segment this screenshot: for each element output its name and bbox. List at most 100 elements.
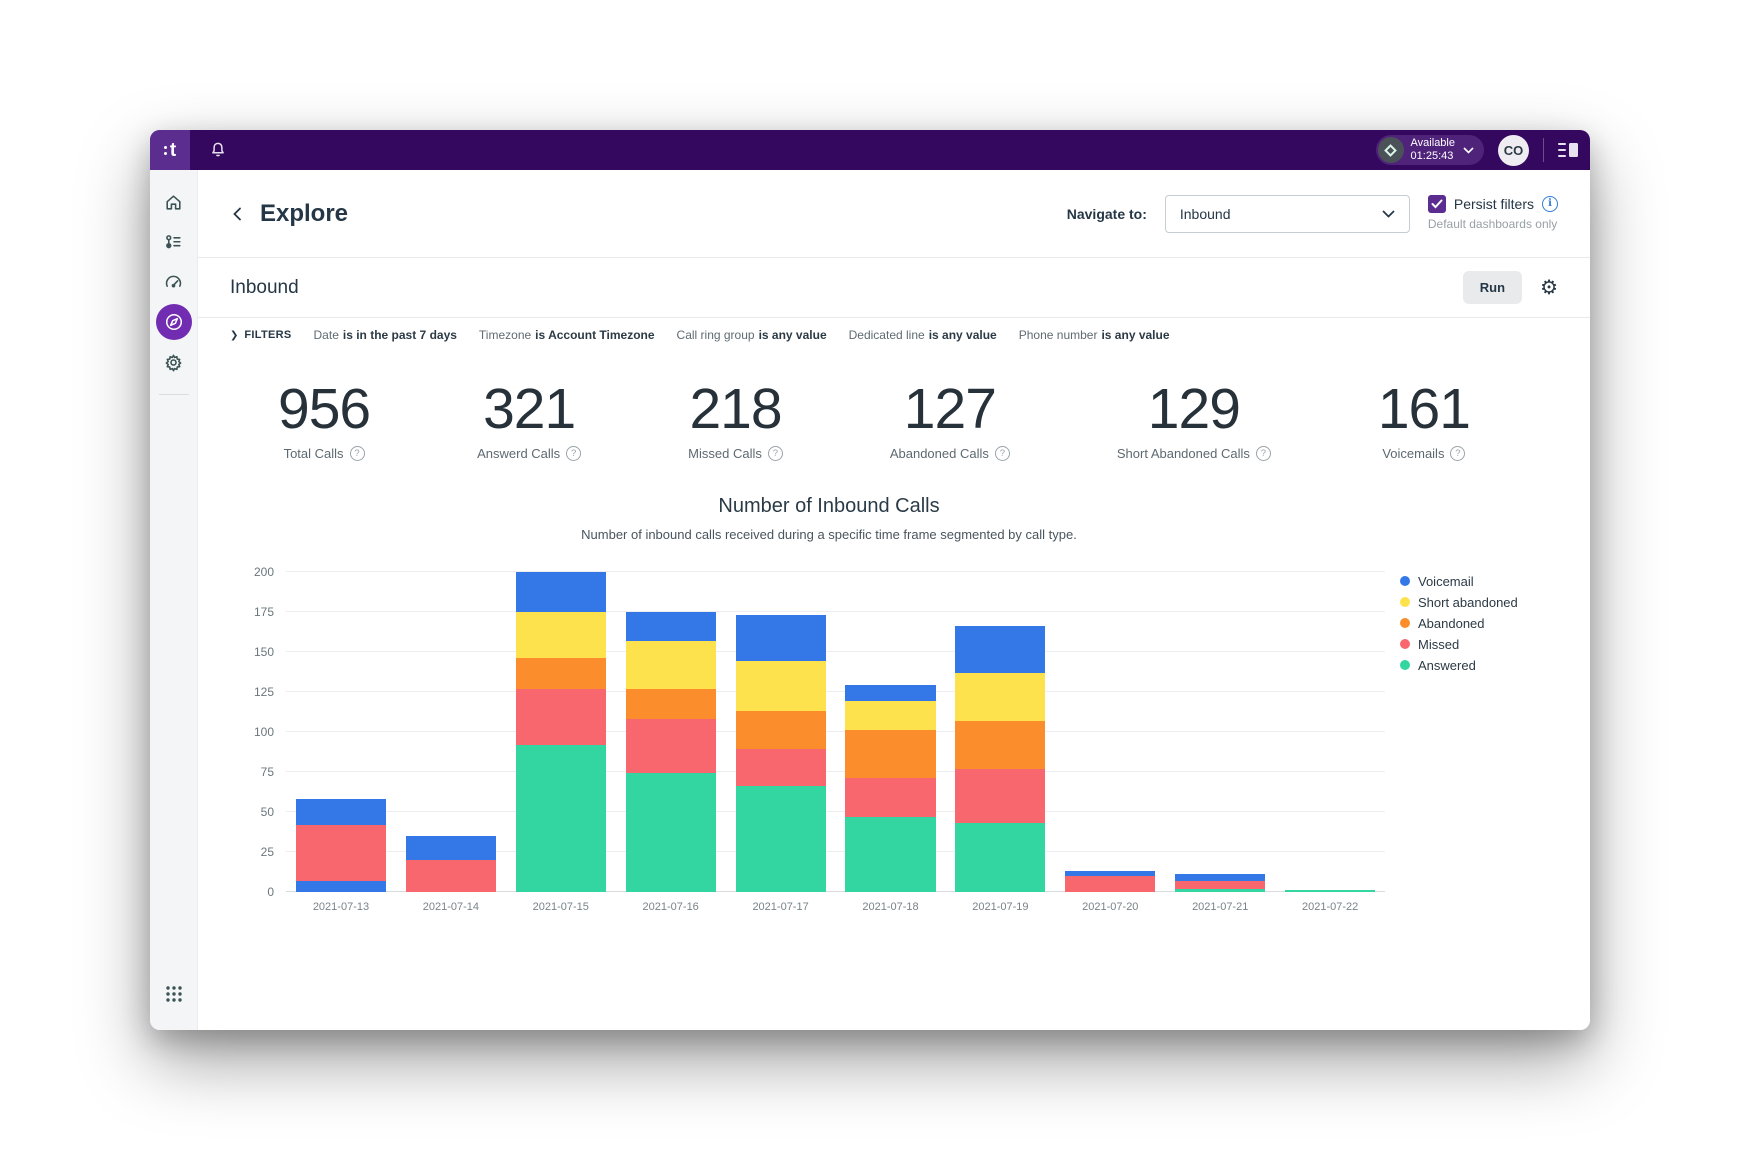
back-button[interactable] [230,205,246,223]
bar-2021-07-13[interactable] [295,799,386,892]
voicemail-segment[interactable] [295,880,386,892]
answered-segment[interactable] [1285,890,1376,892]
legend-item-short_abandoned[interactable]: Short abandoned [1400,595,1560,610]
answered-segment[interactable] [625,773,716,892]
answered-segment[interactable] [845,816,936,892]
dashboard-section-header: Inbound Run ⚙ [198,258,1590,318]
help-icon[interactable]: ? [349,445,365,461]
help-icon[interactable]: ? [1255,445,1271,461]
bar-2021-07-16[interactable] [625,611,716,892]
sidebar-item-dashboard[interactable] [156,264,192,300]
kpi-label-row: Answerd Calls? [477,445,582,461]
bar-2021-07-19[interactable] [955,626,1046,892]
info-icon[interactable]: i [1542,195,1558,212]
bar-2021-07-17[interactable] [735,615,826,892]
help-icon[interactable]: ? [566,445,582,461]
voicemail-segment[interactable] [1175,874,1266,881]
bar-2021-07-20[interactable] [1065,871,1156,892]
filters-toggle[interactable]: ❯ FILTERS [230,329,292,341]
agent-status-pill[interactable]: Available 01:25:43 [1375,135,1484,165]
filter-call-ring-group[interactable]: Call ring group is any value [677,328,827,342]
sidebar-item-settings[interactable] [156,344,192,380]
legend-item-voicemail[interactable]: Voicemail [1400,574,1560,589]
abandoned-segment[interactable] [625,688,716,720]
bar-2021-07-22[interactable] [1285,890,1376,892]
side-panel-toggle-icon[interactable] [1558,141,1578,159]
voicemail-segment[interactable] [295,799,386,825]
filter-timezone[interactable]: Timezone is Account Timezone [479,328,655,342]
filter-phone-number[interactable]: Phone number is any value [1019,328,1170,342]
missed-segment[interactable] [295,824,386,881]
missed-segment[interactable] [405,859,496,892]
bar-2021-07-14[interactable] [405,835,496,892]
short_abandoned-segment[interactable] [955,672,1046,721]
short_abandoned-segment[interactable] [845,701,936,731]
legend-item-abandoned[interactable]: Abandoned [1400,616,1560,631]
filter-field: Timezone [478,328,532,342]
persist-filters-checkbox[interactable] [1427,194,1446,213]
bar-2021-07-15[interactable] [515,571,606,892]
dashboard-settings-gear-icon[interactable]: ⚙ [1540,276,1558,299]
short_abandoned-segment[interactable] [735,661,826,712]
help-icon[interactable]: ? [767,445,783,461]
voicemail-segment[interactable] [735,615,826,662]
filter-date[interactable]: Date is in the past 7 days [314,328,457,342]
legend-item-answered[interactable]: Answered [1400,658,1560,673]
user-avatar[interactable]: CO [1498,134,1529,166]
bar-2021-07-18[interactable] [845,685,936,892]
abandoned-segment[interactable] [845,730,936,779]
chevron-right-icon: ❯ [230,329,239,341]
voicemail-segment[interactable] [1065,871,1156,876]
short_abandoned-segment[interactable] [625,640,716,689]
legend-label: Voicemail [1418,573,1474,589]
abandoned-segment[interactable] [515,658,606,689]
answered-segment[interactable] [1175,888,1266,892]
app-logo[interactable]: t [150,130,190,170]
voicemail-segment[interactable] [955,626,1046,673]
missed-segment[interactable] [955,768,1046,824]
sidebar-item-home[interactable] [156,184,192,220]
legend-item-missed[interactable]: Missed [1400,637,1560,652]
voicemail-segment[interactable] [405,835,496,860]
missed-segment[interactable] [845,778,936,817]
sidebar-item-explore[interactable] [155,304,192,340]
x-tick-label-2021-07-14: 2021-07-14 [422,900,479,913]
answered-segment[interactable] [735,786,826,892]
help-icon[interactable]: ? [994,445,1010,461]
navigate-to-select[interactable]: Inbound [1164,194,1410,233]
y-tick-label-150: 150 [253,644,274,659]
bar-2021-07-21[interactable] [1175,874,1266,892]
voicemail-segment[interactable] [845,685,936,702]
missed-segment[interactable] [1175,880,1266,889]
short_abandoned-segment[interactable] [515,611,606,659]
missed-segment[interactable] [1065,875,1156,892]
bar-slot-2021-07-22 [1275,572,1385,892]
filter-dedicated-line[interactable]: Dedicated line is any value [849,328,997,342]
sidebar-item-flows[interactable] [156,224,192,260]
abandoned-segment[interactable] [955,720,1046,769]
missed-segment[interactable] [625,719,716,774]
kpi-value: 218 [689,377,782,441]
kpi-label-row: Short Abandoned Calls? [1117,445,1271,461]
missed-segment[interactable] [735,749,826,787]
abandoned-segment[interactable] [735,711,826,750]
answered-segment[interactable] [515,744,606,892]
notifications-bell-icon[interactable] [208,140,228,160]
help-icon[interactable]: ? [1450,445,1466,461]
gridline-125 [286,690,1385,692]
kpi-value: 127 [903,377,997,441]
answered-segment[interactable] [955,823,1046,892]
voicemail-segment[interactable] [515,571,606,612]
persist-filters-note: Default dashboards only [1427,216,1558,231]
missed-segment[interactable] [515,688,606,745]
x-tick-label-2021-07-19: 2021-07-19 [972,900,1029,913]
legend-label: Answered [1418,657,1476,673]
bar-slot-2021-07-20 [1055,572,1165,892]
run-button[interactable]: Run [1462,271,1523,304]
x-tick-label-2021-07-16: 2021-07-16 [642,900,699,913]
app-launcher-grid-icon[interactable] [165,985,183,1008]
page-title: Explore [260,199,349,227]
filter-value: is in the past 7 days [342,328,457,342]
topbar-divider [1543,138,1544,162]
voicemail-segment[interactable] [625,611,716,641]
